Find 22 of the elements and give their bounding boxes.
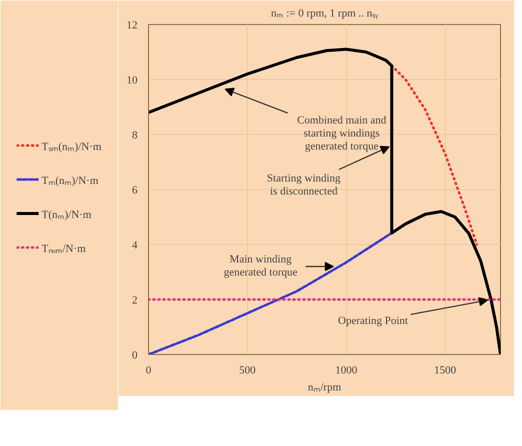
line-series bbox=[390, 64, 478, 246]
x-axis-title: nₘ/rpm bbox=[308, 382, 342, 394]
x-tick-label: 1500 bbox=[434, 364, 457, 376]
annotation: Operating Point bbox=[338, 315, 408, 327]
y-tick-label: 10 bbox=[126, 74, 138, 86]
y-tick-label: 6 bbox=[132, 184, 138, 196]
y-tick-label: 4 bbox=[132, 240, 138, 252]
y-tick-label: 12 bbox=[126, 20, 138, 32]
y-tick-label: 8 bbox=[132, 130, 138, 142]
legend-label: Tₘ(nₘ)/N·m bbox=[42, 174, 98, 186]
annotation: Main winding generated torque bbox=[224, 254, 298, 279]
x-tick-label: 0 bbox=[146, 364, 152, 376]
legend-label: T(nₘ)/N·m bbox=[42, 208, 92, 220]
legend-label: Tₙₒₘ/N·m bbox=[42, 242, 86, 254]
annotation: Starting winding is disconnected bbox=[266, 172, 342, 198]
legend-label: Tₛₘ(nₘ)/N·m bbox=[42, 140, 102, 152]
annotation: Combined main and starting windings generated torque bbox=[297, 114, 387, 153]
x-tick-label: 500 bbox=[239, 364, 256, 376]
chart-title: nₘ := 0 rpm, 1 rpm .. nₛᵧ bbox=[270, 8, 378, 20]
x-tick-label: 1000 bbox=[335, 364, 358, 376]
y-tick-label: 0 bbox=[132, 350, 138, 362]
y-tick-label: 2 bbox=[132, 294, 138, 306]
